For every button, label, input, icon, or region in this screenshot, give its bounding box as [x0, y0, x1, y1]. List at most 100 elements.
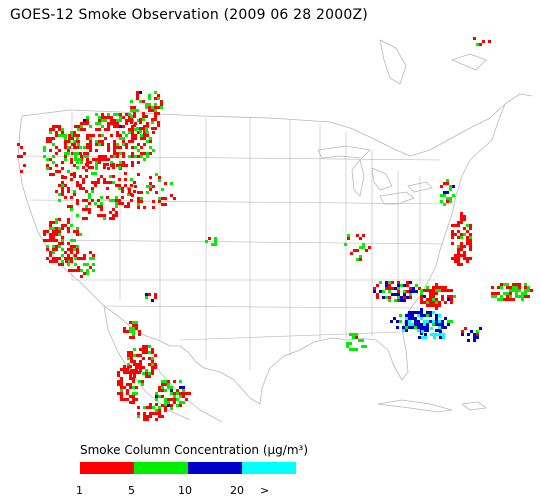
smoke-pixel [157, 124, 160, 127]
smoke-pixel [97, 205, 100, 208]
smoke-pixel [470, 330, 473, 333]
smoke-pixel [97, 214, 100, 217]
smoke-pixel [76, 137, 79, 140]
smoke-pixel [379, 290, 382, 293]
smoke-pixel [120, 389, 123, 392]
smoke-pixel [179, 380, 182, 383]
smoke-pixel [92, 257, 95, 260]
smoke-pixel [120, 380, 123, 383]
smoke-pixel [130, 351, 133, 354]
smoke-pixel [43, 149, 46, 152]
smoke-pixel [104, 119, 107, 122]
smoke-pixel [447, 295, 450, 298]
smoke-pixel [70, 224, 73, 227]
smoke-pixel [137, 191, 140, 194]
smoke-pixel [469, 227, 472, 230]
smoke-pixel [452, 194, 455, 197]
smoke-pixel [119, 164, 122, 167]
smoke-pixel [388, 290, 391, 293]
smoke-pixel [58, 134, 61, 137]
smoke-pixel [95, 167, 98, 170]
smoke-pixel [469, 245, 472, 248]
smoke-pixel [158, 386, 161, 389]
coastline-outline [17, 93, 533, 405]
smoke-pixel [149, 176, 152, 179]
smoke-pixel [154, 115, 157, 118]
smoke-pixel [82, 181, 85, 184]
smoke-pixel [388, 299, 391, 302]
smoke-pixel [116, 125, 119, 128]
smoke-pixel [142, 118, 145, 121]
smoke-pixel [49, 236, 52, 239]
smoke-pixel [139, 348, 142, 351]
smoke-pixel [58, 230, 61, 233]
smoke-pixel [158, 176, 161, 179]
smoke-pixel [64, 143, 67, 146]
smoke-pixel [79, 175, 82, 178]
smoke-pixel [61, 254, 64, 257]
smoke-pixel [463, 233, 466, 236]
smoke-pixel [122, 131, 125, 134]
smoke-pixel [129, 395, 132, 398]
smoke-pixel [443, 191, 446, 194]
smoke-pixel [104, 137, 107, 140]
smoke-pixel [67, 242, 70, 245]
smoke-pixel [151, 363, 154, 366]
smoke-pixel [55, 230, 58, 233]
smoke-pixel [396, 326, 399, 329]
smoke-pixel [179, 404, 182, 407]
smoke-pixel [134, 155, 137, 158]
smoke-pixel [76, 227, 79, 230]
smoke-pixel [446, 179, 449, 182]
smoke-pixel [376, 293, 379, 296]
smoke-pixel [391, 287, 394, 290]
smoke-pixel [134, 137, 137, 140]
great-lakes [317, 145, 433, 205]
smoke-pixel [409, 293, 412, 296]
smoke-pixel [157, 112, 160, 115]
smoke-pixel [98, 161, 101, 164]
smoke-pixel [80, 125, 83, 128]
smoke-pixel [139, 354, 142, 357]
smoke-pixel [446, 200, 449, 203]
smoke-pixel [432, 323, 435, 326]
smoke-pixel [55, 134, 58, 137]
smoke-pixel [67, 227, 70, 230]
smoke-pixel [135, 365, 138, 368]
smoke-pixel [70, 161, 73, 164]
smoke-pixel [133, 115, 136, 118]
smoke-pixel [457, 254, 460, 257]
smoke-pixel [128, 191, 131, 194]
smoke-pixel [179, 386, 182, 389]
smoke-pixel [527, 289, 530, 292]
smoke-pixel [116, 164, 119, 167]
smoke-pixel [382, 296, 385, 299]
smoke-pixel [139, 127, 142, 130]
smoke-pixel [466, 239, 469, 242]
smoke-pixel [432, 292, 435, 295]
smoke-pixel [154, 118, 157, 121]
smoke-pixel [352, 333, 355, 336]
smoke-pixel [70, 248, 73, 251]
smoke-pixel [146, 185, 149, 188]
smoke-pixel [179, 392, 182, 395]
smoke-pixel [438, 289, 441, 292]
smoke-pixel [85, 169, 88, 172]
smoke-pixel [115, 196, 118, 199]
smoke-pixel [119, 113, 122, 116]
smoke-pixel [61, 227, 64, 230]
smoke-pixel [426, 301, 429, 304]
smoke-pixel [463, 227, 466, 230]
smoke-pixel [109, 199, 112, 202]
smoke-pixel [110, 116, 113, 119]
smoke-pixel [139, 369, 142, 372]
smoke-pixel [65, 260, 68, 263]
smoke-pixel [130, 118, 133, 121]
legend-tick-10: 10 [178, 484, 192, 497]
smoke-pixel [64, 257, 67, 260]
smoke-pixel [67, 263, 70, 266]
smoke-pixel [346, 345, 349, 348]
smoke-pixel [61, 161, 64, 164]
smoke-pixel [125, 143, 128, 146]
smoke-pixel [137, 155, 140, 158]
